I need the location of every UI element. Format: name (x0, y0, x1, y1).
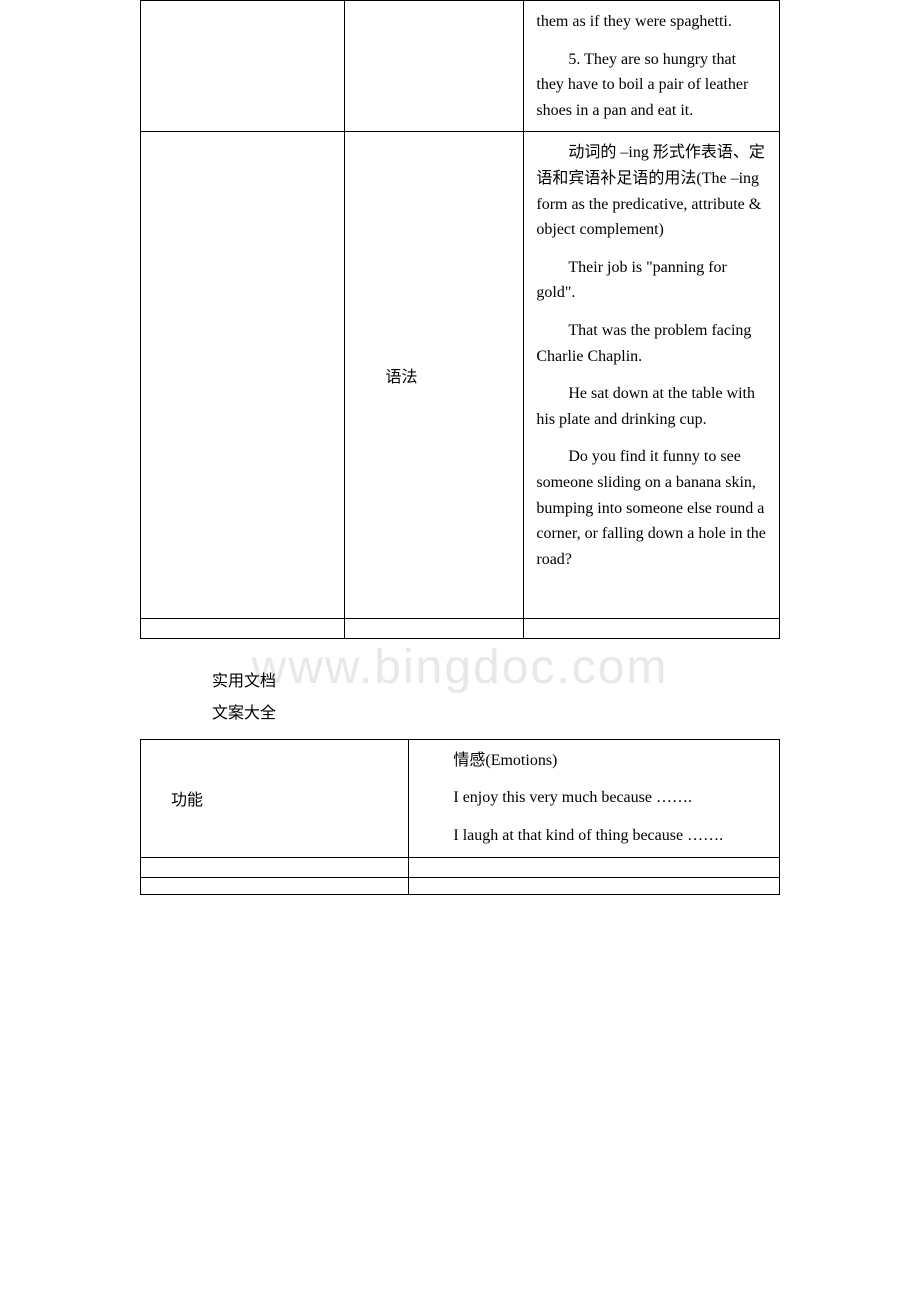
table-cell: 情感(Emotions) I enjoy this very much beca… (409, 739, 780, 857)
table-1: them as if they were spaghetti. 5. They … (140, 0, 780, 639)
paragraph: Do you find it funny to see someone slid… (536, 444, 767, 572)
cell-label: 语法 (385, 363, 511, 387)
paragraph: I laugh at that kind of thing because ……… (421, 823, 767, 849)
table-cell (345, 1, 524, 132)
table-cell: 功能 (141, 739, 409, 857)
table-cell (141, 857, 409, 877)
cell-label: 功能 (171, 786, 396, 810)
paragraph: them as if they were spaghetti. (536, 9, 767, 35)
intermediate-section: 实用文档 文案大全 (140, 659, 780, 739)
table-2: 功能 情感(Emotions) I enjoy this very much b… (140, 739, 780, 895)
table-row: 语法 动词的 –ing 形式作表语、定语和宾语补足语的用法(The –ing f… (141, 132, 780, 619)
text-line: 文案大全 (180, 699, 780, 723)
text-line: 实用文档 (180, 667, 780, 691)
table-cell: 语法 (345, 132, 524, 619)
paragraph: 5. They are so hungry that they have to … (536, 47, 767, 124)
table-cell: 动词的 –ing 形式作表语、定语和宾语补足语的用法(The –ing form… (524, 132, 780, 619)
table-cell: them as if they were spaghetti. 5. They … (524, 1, 780, 132)
paragraph: Their job is "panning for gold". (536, 255, 767, 306)
table-row (141, 857, 780, 877)
table-cell (409, 877, 780, 894)
table-cell (141, 618, 345, 638)
cell-text: them as if they were spaghetti. 5. They … (536, 9, 767, 123)
table-cell (141, 1, 345, 132)
paragraph: I enjoy this very much because ……. (421, 785, 767, 811)
table-row (141, 877, 780, 894)
table-cell (409, 857, 780, 877)
table-row: 功能 情感(Emotions) I enjoy this very much b… (141, 739, 780, 857)
paragraph: 情感(Emotions) (421, 748, 767, 774)
table-cell (345, 618, 524, 638)
paragraph-spacer (536, 584, 767, 610)
table-cell (141, 132, 345, 619)
paragraph: He sat down at the table with his plate … (536, 381, 767, 432)
paragraph: That was the problem facing Charlie Chap… (536, 318, 767, 369)
page-content: them as if they were spaghetti. 5. They … (0, 0, 920, 975)
table-row (141, 618, 780, 638)
cell-text: 动词的 –ing 形式作表语、定语和宾语补足语的用法(The –ing form… (536, 140, 767, 610)
table-cell (524, 618, 780, 638)
table-row: them as if they were spaghetti. 5. They … (141, 1, 780, 132)
table-cell (141, 877, 409, 894)
paragraph: 动词的 –ing 形式作表语、定语和宾语补足语的用法(The –ing form… (536, 140, 767, 242)
cell-text: 情感(Emotions) I enjoy this very much beca… (421, 748, 767, 849)
